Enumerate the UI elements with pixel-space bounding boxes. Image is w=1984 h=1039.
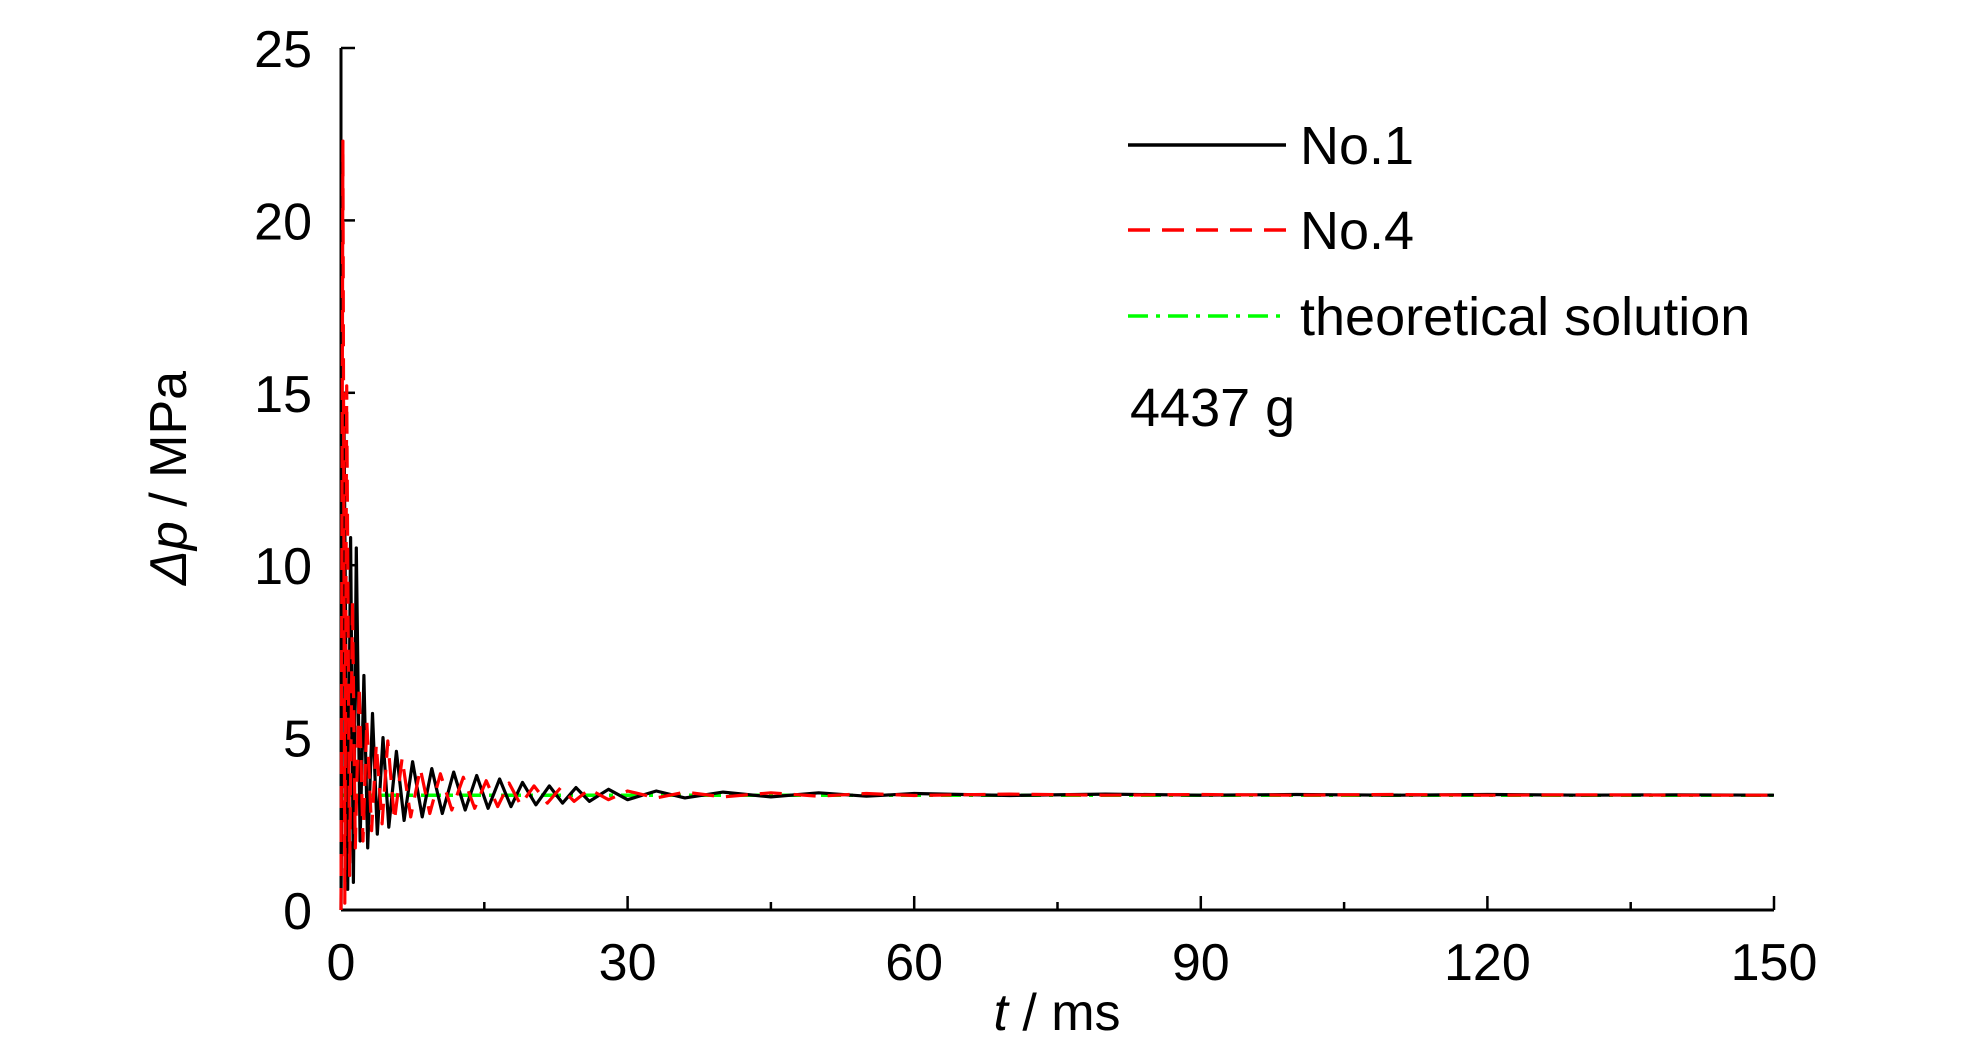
- legend-label-no1: No.1: [1300, 116, 1414, 176]
- x-tick-label: 90: [1172, 934, 1230, 992]
- x-ticks: 0 30 60 90 120 150: [327, 896, 1818, 992]
- legend: No.1 No.4 theoretical solution 4437 g: [1128, 116, 1750, 438]
- y-ticks: 0 5 10 15 20 25: [254, 21, 355, 941]
- y-tick-label: 20: [254, 193, 312, 251]
- y-tick-label: 10: [254, 538, 312, 596]
- y-axis-label-var: Δp: [140, 521, 198, 587]
- y-axis-label: Δp / MPa: [140, 371, 198, 587]
- y-tick-label: 0: [283, 883, 312, 941]
- x-tick-label: 60: [885, 934, 943, 992]
- y-tick-label: 25: [254, 21, 312, 79]
- x-tick-label: 150: [1731, 934, 1818, 992]
- x-axis-label-var: t: [993, 984, 1010, 1039]
- x-axis-label: t / ms: [993, 984, 1120, 1039]
- series-line-0: [339, 408, 1775, 911]
- axes: 0 30 60 90 120 150 0 5 10 15 20 25: [254, 21, 1817, 992]
- legend-label-no4: No.4: [1300, 201, 1414, 261]
- x-tick-label: 30: [599, 934, 657, 992]
- y-axis-label-unit: / MPa: [140, 371, 198, 521]
- x-axis-label-unit: / ms: [1008, 984, 1121, 1039]
- y-tick-label: 15: [254, 366, 312, 424]
- plot-area: [339, 139, 1775, 911]
- series-line-1: [339, 139, 1774, 911]
- mass-annotation: 4437 g: [1130, 378, 1295, 438]
- legend-label-theoretical: theoretical solution: [1300, 287, 1750, 347]
- y-tick-label: 5: [283, 711, 312, 769]
- x-tick-label: 0: [327, 934, 356, 992]
- x-tick-label: 120: [1444, 934, 1531, 992]
